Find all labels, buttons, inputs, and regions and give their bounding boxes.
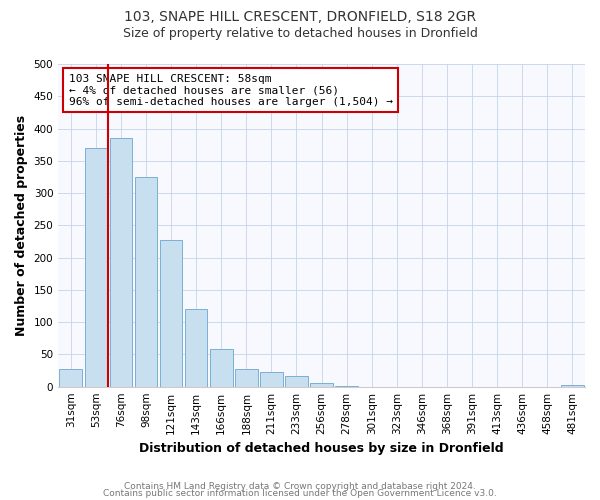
Bar: [185, 308, 208, 386]
Text: Contains public sector information licensed under the Open Government Licence v3: Contains public sector information licen…: [103, 490, 497, 498]
Bar: [235, 368, 257, 386]
Text: 103, SNAPE HILL CRESCENT, DRONFIELD, S18 2GR: 103, SNAPE HILL CRESCENT, DRONFIELD, S18…: [124, 10, 476, 24]
Y-axis label: Number of detached properties: Number of detached properties: [15, 115, 28, 336]
X-axis label: Distribution of detached houses by size in Dronfield: Distribution of detached houses by size …: [139, 442, 504, 455]
Bar: [85, 148, 107, 386]
Bar: [59, 368, 82, 386]
Text: 103 SNAPE HILL CRESCENT: 58sqm
← 4% of detached houses are smaller (56)
96% of s: 103 SNAPE HILL CRESCENT: 58sqm ← 4% of d…: [69, 74, 393, 107]
Text: Size of property relative to detached houses in Dronfield: Size of property relative to detached ho…: [122, 28, 478, 40]
Bar: [160, 240, 182, 386]
Bar: [110, 138, 132, 386]
Bar: [310, 384, 333, 386]
Bar: [210, 349, 233, 387]
Bar: [134, 177, 157, 386]
Bar: [285, 376, 308, 386]
Text: Contains HM Land Registry data © Crown copyright and database right 2024.: Contains HM Land Registry data © Crown c…: [124, 482, 476, 491]
Bar: [260, 372, 283, 386]
Bar: [561, 384, 584, 386]
